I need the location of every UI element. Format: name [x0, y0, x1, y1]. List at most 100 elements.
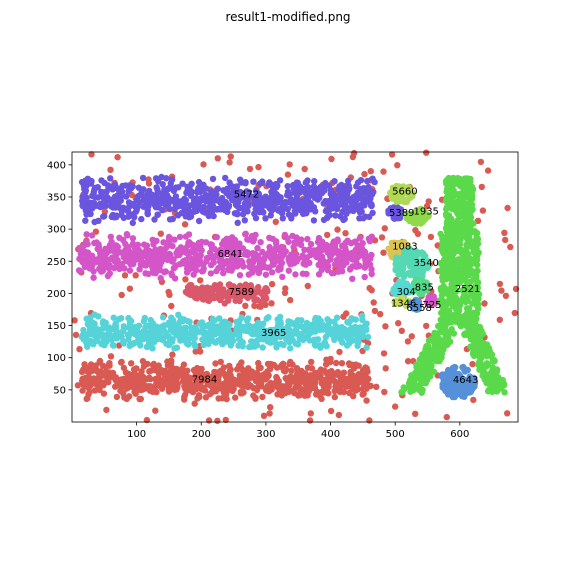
cluster-3965-point [165, 321, 172, 328]
cluster-3965-point [363, 344, 370, 351]
cluster-6841-point [365, 261, 372, 268]
cluster-3965-point [267, 326, 274, 334]
cluster-6841-point [289, 232, 296, 240]
noise-point [118, 291, 125, 299]
noise-point [477, 158, 485, 166]
cluster-5472-point [262, 215, 269, 222]
cluster-7984-point [158, 368, 165, 375]
cluster-3965-point [354, 336, 361, 343]
cluster-5472-point [206, 197, 214, 204]
cluster-304-point [396, 278, 403, 285]
cluster-3965-point [135, 322, 143, 329]
cluster-6841-point [193, 267, 200, 274]
cluster-5472-point [210, 212, 217, 220]
cluster-6841-point [365, 235, 373, 242]
cluster-3965-point [158, 324, 165, 331]
cluster-6841-point [356, 234, 364, 242]
cluster-5472-point [129, 200, 137, 208]
noise-point [336, 348, 343, 356]
cluster-3965-point [346, 328, 354, 336]
noise-point [507, 243, 514, 251]
cluster-2521-point [460, 228, 468, 235]
cluster-5472-point [311, 194, 318, 201]
cluster-7589-point [218, 291, 225, 298]
cluster-7984-point [105, 378, 112, 386]
cluster-6841-point [334, 236, 341, 243]
cluster-5472-point [275, 207, 282, 214]
cluster-5472-point [234, 211, 241, 218]
cluster-5472-point [330, 198, 338, 205]
cluster-5472-point [222, 198, 229, 206]
cluster-6841-point [197, 252, 204, 259]
cluster-7984-point [133, 378, 140, 385]
cluster-6841-point [129, 235, 137, 242]
cluster-7984-point [146, 387, 154, 394]
cluster-3965-point [106, 327, 113, 334]
cluster-3965-point [251, 329, 259, 336]
cluster-4643-point [445, 376, 452, 384]
cluster-7984-point [349, 382, 357, 390]
noise-point [304, 282, 311, 290]
cluster-3965-point [352, 316, 359, 323]
cluster-2521-point [460, 247, 467, 254]
cluster-3965-point [246, 322, 253, 330]
noise-point [260, 412, 268, 419]
cluster-6841-point [88, 232, 96, 239]
cluster-7984-point [258, 383, 265, 390]
cluster-3965-point [109, 341, 117, 349]
noise-point [74, 382, 82, 389]
cluster-5472-point [166, 205, 173, 213]
cluster-3965-point [274, 323, 281, 331]
cluster-3965-point [317, 344, 324, 351]
cluster-3965-point [169, 336, 176, 343]
cluster-5472-point [292, 196, 300, 203]
cluster-5472-point [241, 217, 248, 224]
cluster-3965-point [277, 340, 285, 348]
cluster-3965-point [358, 312, 366, 320]
noise-point [366, 284, 373, 292]
cluster-7984-point [232, 394, 239, 401]
cluster-7984-point [288, 367, 295, 374]
cluster-6841-point [164, 256, 171, 264]
cluster-5389-point [398, 209, 405, 217]
noise-point [282, 285, 289, 292]
cluster-5472-point [129, 183, 136, 190]
cluster-5472-point [345, 177, 352, 184]
cluster-7984-point [99, 362, 107, 369]
cluster-5472-point [330, 190, 337, 197]
cluster-6841-point [331, 261, 339, 268]
cluster-2521-point [468, 267, 476, 275]
cluster-6841-point [257, 260, 264, 268]
chart-points [71, 149, 520, 424]
cluster-5472-point [179, 180, 186, 187]
noise-point [425, 198, 432, 205]
cluster-label: 6841 [218, 249, 243, 260]
cluster-7984-point [155, 382, 162, 389]
noise-point [478, 183, 485, 191]
cluster-5472-point [214, 185, 221, 192]
cluster-5472-point [87, 210, 94, 218]
cluster-1083-point [385, 245, 392, 252]
cluster-5472-point [144, 207, 151, 214]
cluster-6841-point [190, 243, 197, 250]
cluster-6841-point [238, 257, 245, 265]
cluster-3965-point [273, 344, 280, 351]
noise-point [72, 331, 80, 339]
cluster-3965-point [287, 328, 295, 335]
noise-point [412, 410, 419, 417]
cluster-7984-point [352, 361, 359, 368]
cluster-3965-point [293, 324, 300, 331]
cluster-7984-point [132, 383, 140, 390]
cluster-5472-point [134, 203, 141, 211]
cluster-5472-point [242, 179, 249, 186]
noise-point [470, 396, 477, 404]
cluster-6841-point [102, 246, 110, 253]
cluster-2521-point [459, 195, 466, 202]
cluster-5472-point [357, 185, 364, 193]
cluster-5472-point [138, 187, 146, 194]
cluster-3965-point [331, 336, 338, 343]
cluster-7984-point [334, 368, 342, 376]
noise-point [361, 170, 368, 178]
cluster-2521-point [484, 341, 491, 348]
cluster-5472-point [194, 197, 201, 205]
